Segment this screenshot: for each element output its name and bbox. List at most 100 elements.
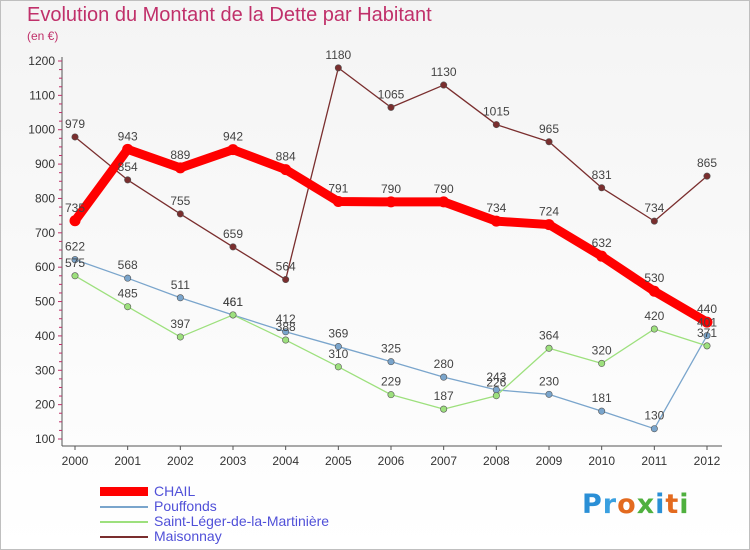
legend-item: Maisonnay [100, 529, 329, 544]
x-tick-label: 2004 [272, 454, 299, 468]
data-label: 831 [592, 168, 612, 182]
data-label: 564 [276, 260, 296, 274]
data-label: 440 [697, 302, 717, 316]
data-label: 659 [223, 227, 243, 241]
chart-title: Evolution du Montant de la Dette par Hab… [27, 4, 432, 26]
data-label: 1065 [378, 87, 405, 101]
data-point [387, 391, 395, 399]
x-tick-label: 2011 [641, 454, 667, 468]
data-label: 790 [381, 182, 401, 196]
legend-label: CHAIL [154, 483, 196, 499]
data-label: 369 [328, 327, 348, 341]
data-point [69, 215, 81, 227]
legend-swatch [100, 535, 148, 538]
x-tick-label: 2000 [62, 454, 89, 468]
data-point [703, 342, 711, 350]
data-point [596, 250, 608, 262]
data-label: 884 [276, 150, 296, 164]
data-label: 734 [486, 201, 506, 215]
data-point [492, 121, 500, 129]
data-label: 790 [434, 182, 454, 196]
logo-letter: i [679, 489, 690, 520]
data-point [385, 196, 397, 208]
y-tick-label: 100 [35, 432, 55, 446]
data-point [229, 311, 237, 319]
y-tick-label: 1000 [28, 123, 55, 137]
y-tick-label: 200 [35, 398, 55, 412]
data-label: 461 [223, 295, 243, 309]
legend-item: CHAIL [100, 484, 329, 499]
data-label: 1015 [483, 105, 510, 119]
y-tick-label: 600 [35, 260, 55, 274]
data-point [492, 392, 500, 400]
data-point [545, 390, 553, 398]
data-point [334, 363, 342, 371]
data-label: 511 [171, 278, 190, 292]
logo-letter: r [602, 489, 618, 520]
data-label: 226 [486, 376, 506, 390]
chart-axes: 100 200 300 400 500 600 700 800 900 1000 1100 1200 2… [28, 54, 722, 468]
x-tick-label: 2009 [536, 454, 563, 468]
data-point [282, 328, 290, 336]
data-label: 371 [697, 326, 717, 340]
data-point [334, 343, 342, 351]
data-label: 1130 [431, 65, 457, 79]
data-label: 229 [381, 375, 401, 389]
data-label: 942 [223, 130, 243, 144]
data-label: 187 [434, 389, 454, 403]
data-label: 791 [328, 182, 348, 196]
y-tick-label: 900 [35, 157, 55, 171]
data-point [227, 144, 239, 156]
logo-letter: i [655, 489, 666, 520]
data-point [176, 333, 184, 341]
data-point [124, 176, 132, 184]
data-label: 320 [592, 343, 612, 357]
data-point [703, 332, 711, 340]
data-point [71, 272, 79, 280]
data-label: 575 [65, 256, 85, 270]
x-tick-label: 2002 [167, 454, 194, 468]
chart-data-labels: 735 943 889 942 884 791 790 790 734 724 632 530 440 6… [65, 48, 717, 423]
x-tick-label: 2012 [694, 454, 721, 468]
data-label: 568 [118, 258, 138, 272]
proxiti-logo: Proxiti [582, 489, 690, 520]
data-label: 397 [170, 317, 190, 331]
x-tick-label: 2003 [220, 454, 247, 468]
data-label: 530 [644, 271, 664, 285]
legend-label: Pouffonds [154, 498, 217, 514]
logo-letter: x [636, 489, 656, 520]
logo-letter: t [665, 489, 680, 520]
data-point [598, 359, 606, 367]
data-label: 243 [486, 370, 506, 384]
legend-swatch [100, 520, 148, 523]
data-label: 735 [65, 201, 85, 215]
y-tick-label: 800 [35, 191, 55, 205]
data-label: 1180 [325, 48, 351, 62]
data-point [545, 344, 553, 352]
data-point [545, 138, 553, 146]
legend-swatch [100, 487, 148, 496]
x-tick-label: 2006 [378, 454, 405, 468]
data-point [598, 184, 606, 192]
logo-letter: o [617, 489, 637, 520]
data-point [650, 325, 658, 333]
data-point [598, 407, 606, 415]
data-point [176, 294, 184, 302]
x-tick-label: 2007 [430, 454, 457, 468]
data-point [124, 303, 132, 311]
data-label: 130 [644, 409, 664, 423]
chart-series [69, 64, 713, 433]
y-tick-label: 700 [35, 226, 55, 240]
data-point [229, 243, 237, 251]
y-tick-label: 300 [35, 363, 55, 377]
data-point [176, 210, 184, 218]
data-point [650, 217, 658, 225]
data-point [387, 358, 395, 366]
data-point [703, 172, 711, 180]
data-point [332, 196, 344, 208]
data-label: 889 [170, 148, 190, 162]
data-point [650, 425, 658, 433]
x-tick-label: 2010 [588, 454, 615, 468]
data-point [71, 133, 79, 141]
